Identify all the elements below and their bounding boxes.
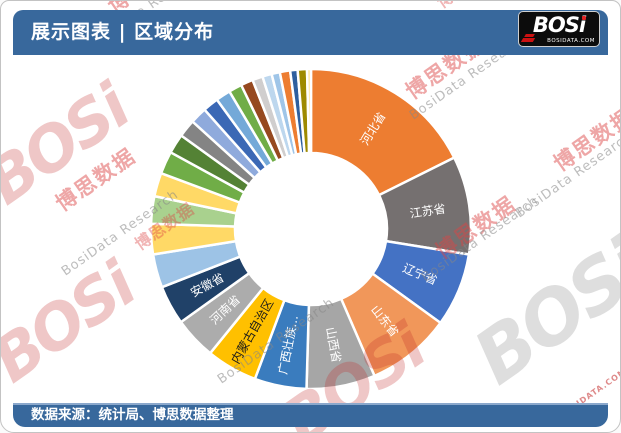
footer-bar: 数据来源：统计局、博思数据整理	[13, 403, 608, 427]
logo-red-stripe-icon	[524, 34, 535, 37]
donut-segment-河北省[interactable]	[309, 67, 456, 197]
data-source-note: 数据来源：统计局、博思数据整理	[31, 407, 234, 423]
segment-label-山西省: 山西省	[323, 326, 344, 364]
segment-label-江苏省: 江苏省	[409, 202, 447, 221]
logo-i-dot-icon	[582, 16, 586, 20]
header-bar: 展示图表 | 区域分布 BOSi BOSIDATA.COM	[13, 10, 608, 55]
logo-red-stripe-icon	[520, 38, 536, 42]
bosi-logo: BOSi BOSIDATA.COM	[518, 11, 600, 47]
bosi-logo-text: BOSi	[532, 13, 586, 37]
page-title: 展示图表 | 区域分布	[31, 21, 215, 43]
bosi-logo-domain: BOSIDATA.COM	[547, 38, 595, 44]
donut-segment-small-27[interactable]	[305, 67, 313, 155]
